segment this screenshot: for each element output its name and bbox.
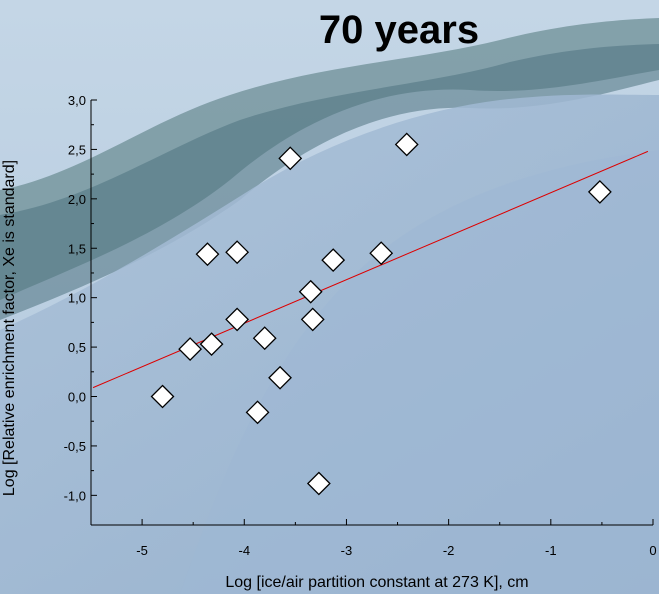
y-axis-ticks: -1,0 -0,5 0,0 0,5 1,0 1,5 2,0 2,5 3,0: [64, 93, 97, 503]
data-point-diamond: [321, 248, 346, 273]
x-axis-ticks: -5 -4 -3 -2 -1 0: [136, 519, 657, 558]
data-point-diamond: [225, 307, 250, 332]
data-points: [150, 132, 612, 496]
y-tick-label: 0,5: [68, 340, 86, 355]
y-tick-label: 1,5: [68, 241, 86, 256]
x-axis-title: Log [ice/air partition constant at 273 K…: [225, 574, 528, 591]
x-tick-label: -3: [341, 543, 353, 558]
x-tick-label: -2: [443, 543, 455, 558]
x-tick-label: -1: [545, 543, 557, 558]
regression-fit-line: [92, 150, 649, 389]
chart-title: 70 years: [319, 8, 479, 52]
y-tick-label: 2,0: [68, 192, 86, 207]
axes: [90, 100, 653, 526]
data-point-diamond: [587, 179, 612, 204]
data-point-diamond: [394, 132, 419, 157]
y-tick-label: 2,5: [68, 142, 86, 157]
data-point-diamond: [278, 146, 303, 171]
data-point-diamond: [150, 384, 175, 409]
y-tick-label: 0,0: [68, 390, 86, 405]
data-point-diamond: [178, 337, 203, 361]
data-point-diamond: [268, 365, 292, 390]
data-point-diamond: [369, 241, 394, 266]
x-tick-label: -4: [238, 543, 250, 558]
data-point-diamond: [225, 240, 250, 265]
data-point-diamond: [298, 279, 323, 304]
data-point-diamond: [300, 307, 325, 332]
data-point-diamond: [252, 326, 277, 351]
x-tick-label: 0: [649, 543, 656, 558]
data-point-diamond: [199, 332, 224, 357]
y-axis-title: Log [Relative enrichment factor, Xe is s…: [1, 160, 18, 496]
y-tick-label: 1,0: [68, 291, 86, 306]
x-tick-label: -5: [136, 543, 148, 558]
data-point-diamond: [195, 242, 220, 267]
data-point-diamond: [245, 400, 270, 425]
data-point-diamond: [306, 471, 331, 496]
y-tick-label: -0,5: [64, 439, 86, 454]
y-tick-label: 3,0: [68, 93, 86, 108]
y-tick-label: -1,0: [64, 488, 86, 503]
